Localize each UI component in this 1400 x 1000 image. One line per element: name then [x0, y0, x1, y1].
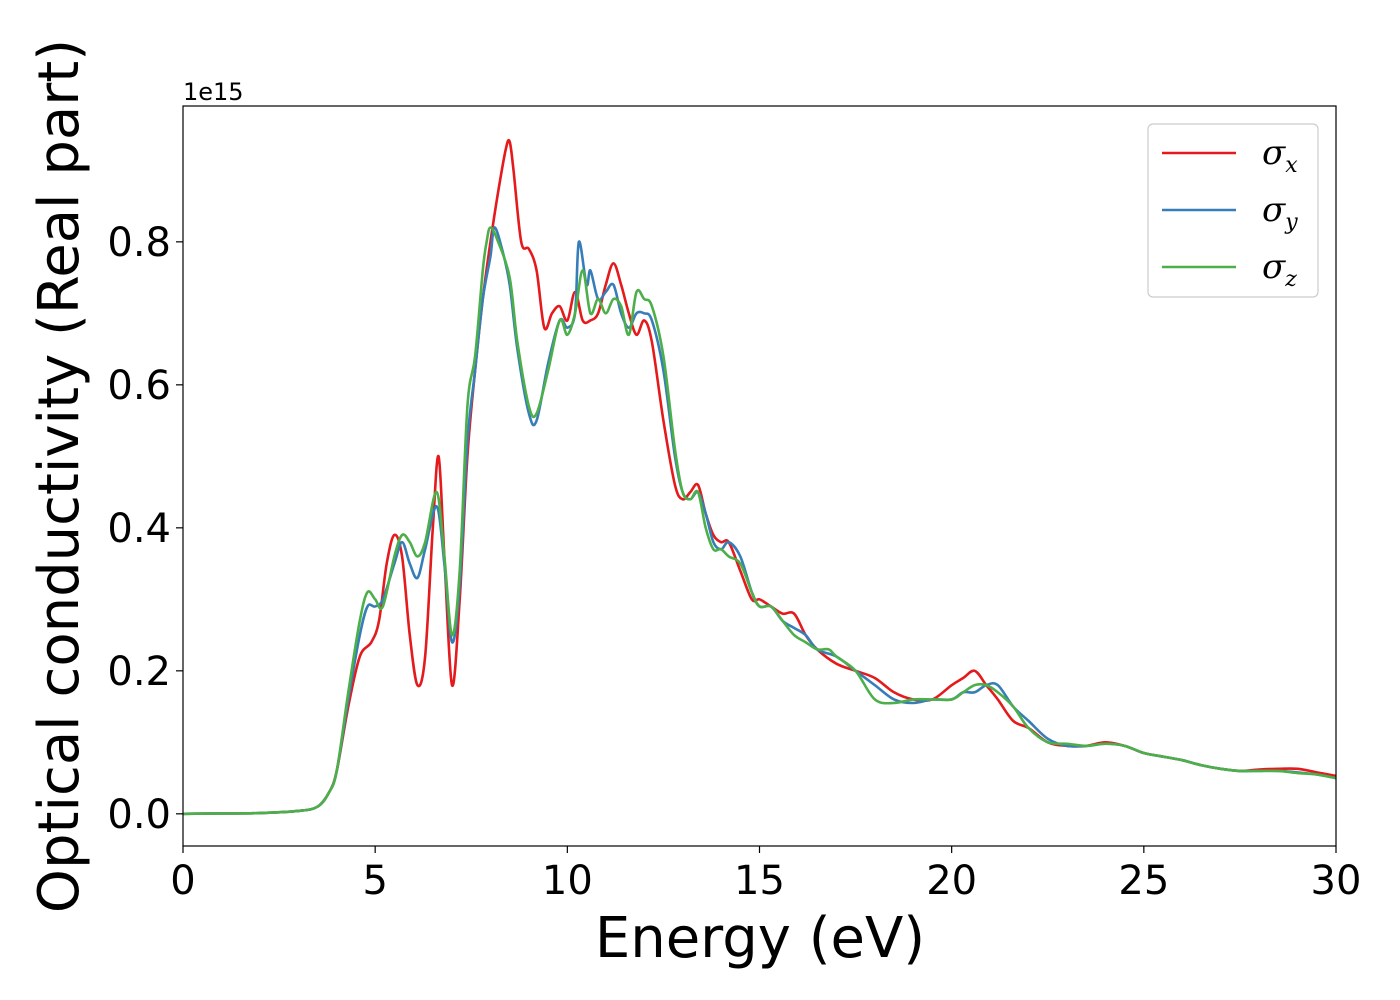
- y-axis: 0.0 0.2 0.4 0.6 0.8: [107, 220, 183, 838]
- x-axis-label: Energy (eV): [595, 906, 925, 971]
- legend-label-y: σy: [1262, 190, 1298, 235]
- x-axis: 0 5 10 15 20 25 30: [170, 846, 1361, 904]
- x-tick-label: 30: [1311, 858, 1362, 904]
- x-tick-label: 10: [542, 858, 593, 904]
- legend-subscript: x: [1285, 153, 1298, 178]
- y-tick-label: 0.6: [107, 363, 171, 409]
- series-line-y: [183, 226, 1336, 816]
- y-tick-label: 0.0: [107, 792, 171, 838]
- y-axis-label: Optical conductivity (Real part): [27, 39, 92, 913]
- y-tick-label: 0.2: [107, 649, 171, 695]
- x-tick-label: 25: [1118, 858, 1169, 904]
- x-tick-label: 15: [734, 858, 785, 904]
- y-tick-label: 0.4: [107, 506, 171, 552]
- series-layer: [183, 138, 1336, 816]
- legend-label-z: σz: [1262, 247, 1297, 292]
- y-tick-label: 0.8: [107, 220, 171, 266]
- y-offset-label: 1e15: [183, 78, 244, 106]
- x-tick-label: 5: [362, 858, 387, 904]
- legend-subscript: z: [1284, 267, 1297, 292]
- series-line-z: [183, 226, 1336, 816]
- legend-symbol: σ: [1262, 247, 1286, 287]
- x-tick-label: 20: [926, 858, 977, 904]
- legend-subscript: y: [1284, 210, 1298, 235]
- x-tick-label: 0: [170, 858, 195, 904]
- legend-label-x: σx: [1262, 133, 1298, 178]
- legend-symbol: σ: [1262, 190, 1286, 230]
- legend-symbol: σ: [1262, 133, 1286, 173]
